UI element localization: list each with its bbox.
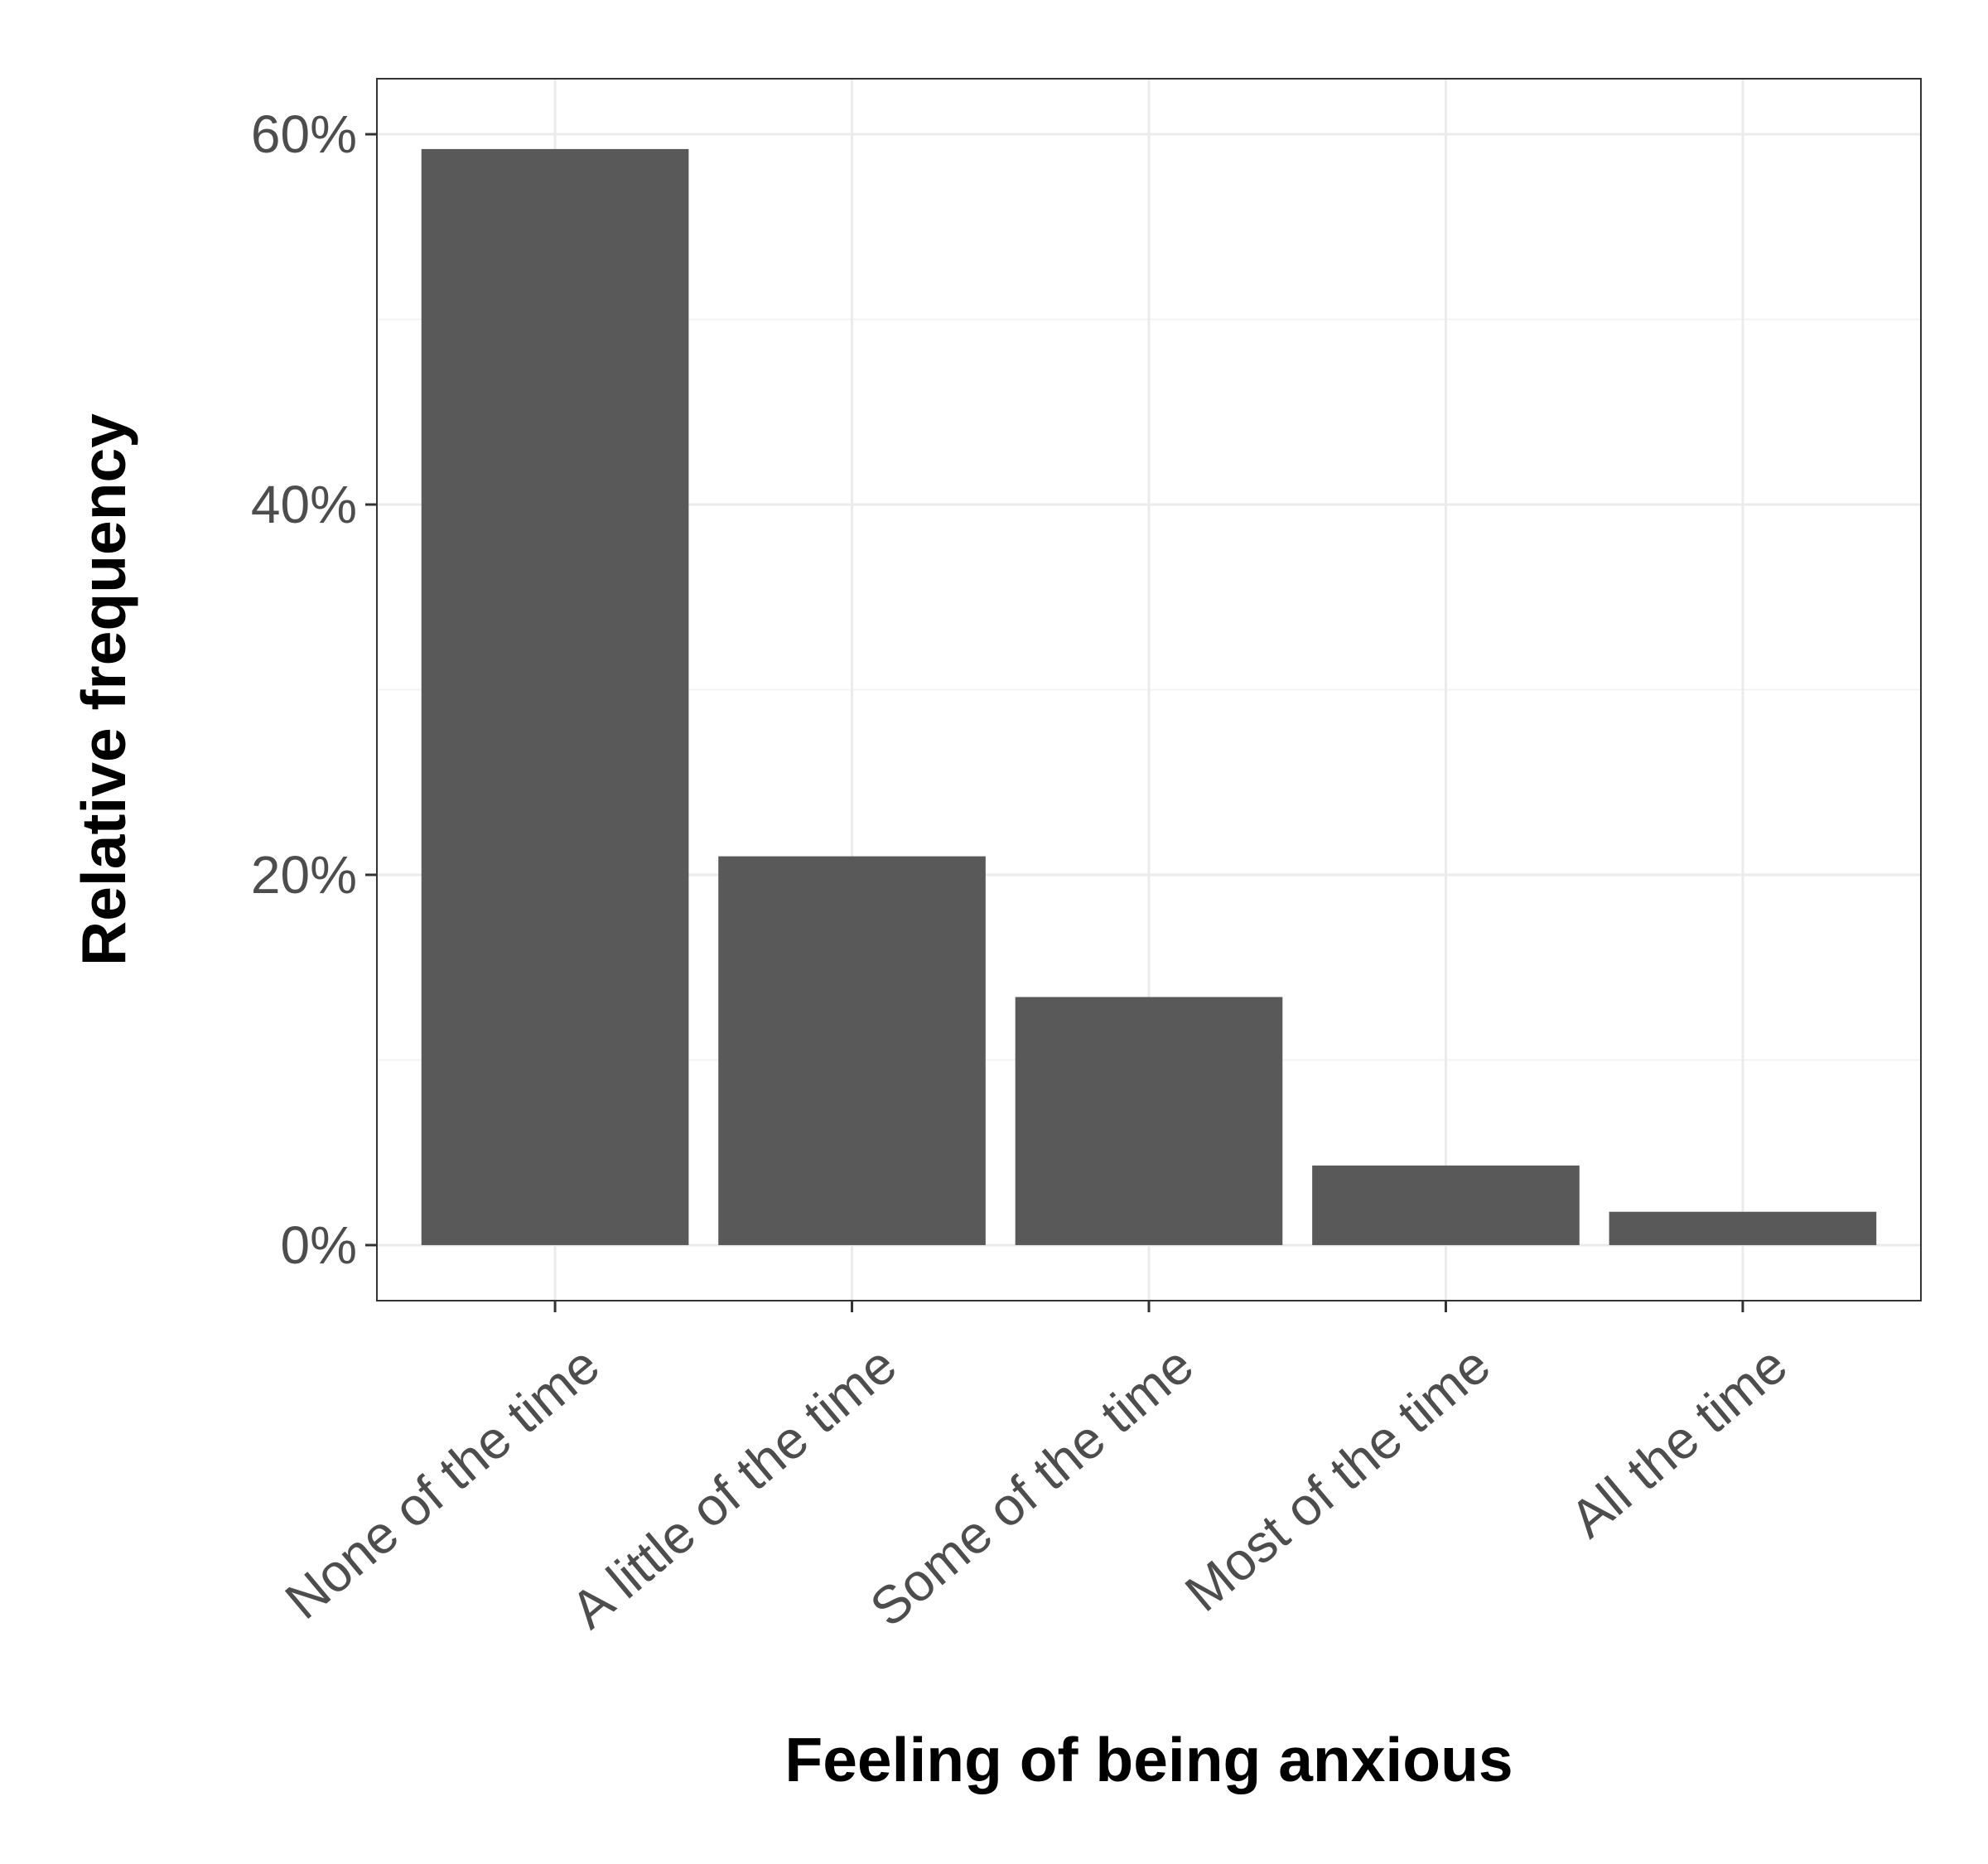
x-tick-label: All the time	[1559, 1335, 1798, 1549]
y-tick-label: 40%	[251, 475, 357, 534]
x-tick-label: A little of the time	[560, 1335, 908, 1639]
bar	[1312, 1165, 1580, 1245]
bar	[718, 856, 986, 1245]
bars	[421, 148, 1877, 1245]
y-axis-ticks: 0% 20% 40% 60%	[251, 104, 377, 1275]
y-tick-label: 0%	[281, 1215, 358, 1275]
x-tick-label: Most of the time	[1174, 1335, 1501, 1623]
bar	[1609, 1211, 1877, 1245]
y-axis-title: Relative frequency	[69, 413, 138, 966]
x-tick-label: None of the time	[274, 1335, 610, 1630]
y-tick-label: 60%	[251, 104, 357, 164]
bar	[421, 148, 689, 1245]
x-axis-title: Feeling of being anxious	[784, 1725, 1513, 1794]
bar	[1015, 997, 1283, 1245]
x-tick-label: Some of the time	[859, 1335, 1204, 1638]
y-tick-label: 20%	[251, 845, 357, 905]
